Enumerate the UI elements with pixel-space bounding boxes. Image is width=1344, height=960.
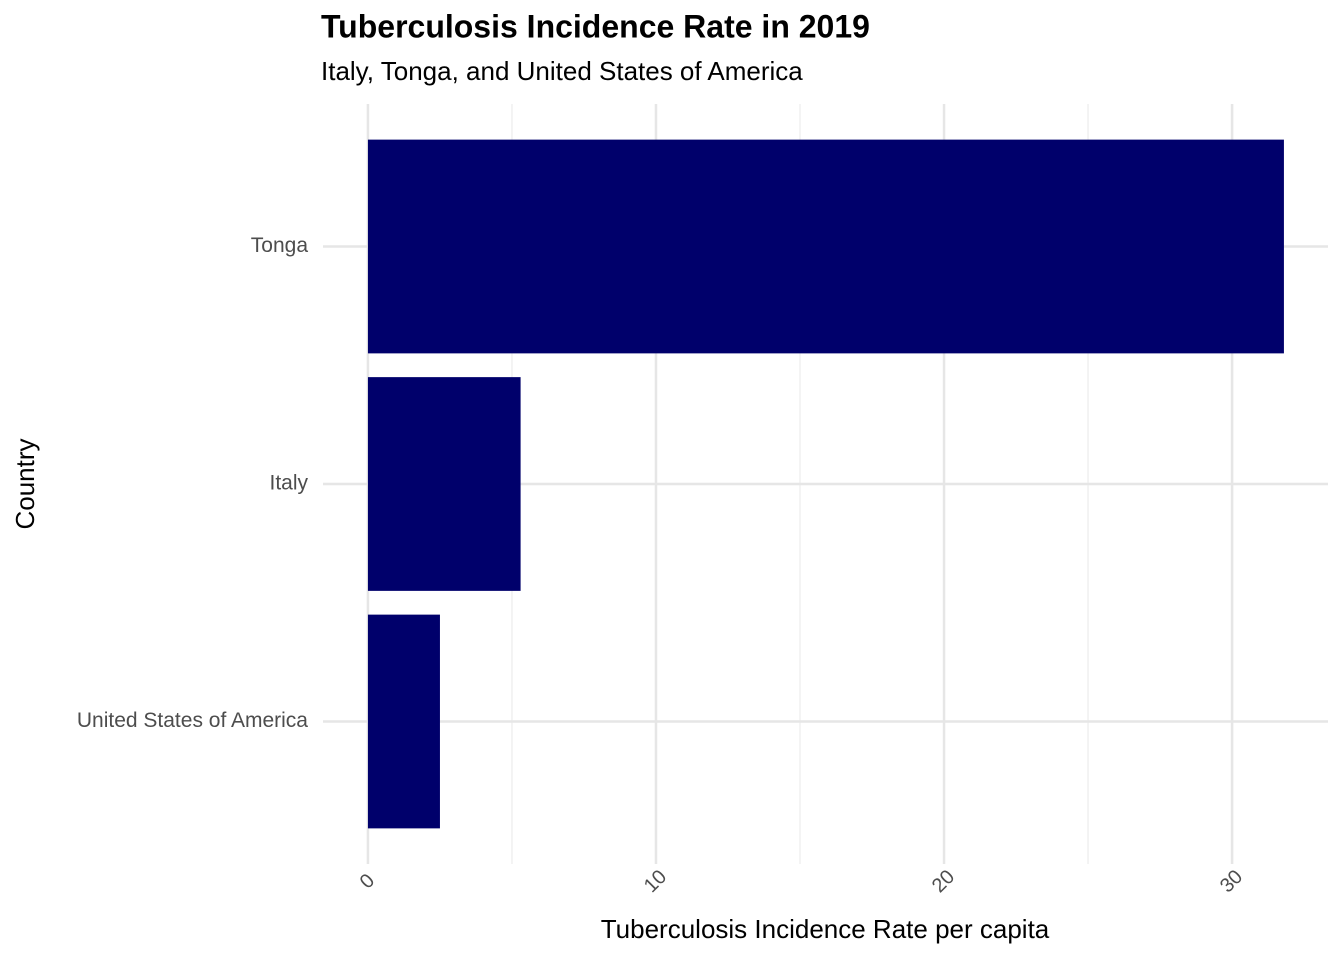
x-tick-label: 30 [1216,866,1247,897]
y-tick-label: Tonga [251,234,309,257]
x-tick-label: 10 [640,866,671,897]
chart-subtitle: Italy, Tonga, and United States of Ameri… [321,56,803,86]
x-axis-title: Tuberculosis Incidence Rate per capita [601,914,1050,944]
y-tick-label: United States of America [77,709,308,732]
y-tick-label: Italy [269,472,308,495]
chart-title: Tuberculosis Incidence Rate in 2019 [321,8,870,44]
bar [367,614,440,829]
x-tick-label: 0 [356,870,379,893]
bar [367,377,521,591]
bar [367,139,1284,354]
x-tick-label: 20 [928,866,959,897]
y-axis-title: Country [10,438,40,529]
